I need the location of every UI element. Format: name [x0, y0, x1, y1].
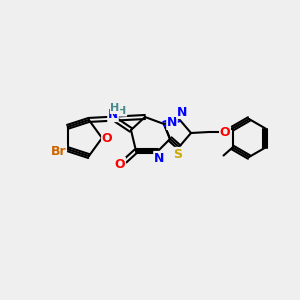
Text: O: O: [220, 125, 230, 139]
Text: S: S: [173, 148, 182, 160]
Text: N: N: [177, 106, 187, 118]
Text: H: H: [117, 106, 127, 116]
Text: N: N: [167, 116, 177, 130]
Text: O: O: [102, 131, 112, 145]
Text: H: H: [110, 103, 120, 113]
Text: N: N: [154, 152, 164, 164]
Text: N: N: [108, 109, 118, 122]
Text: O: O: [115, 158, 125, 170]
Text: Br: Br: [51, 145, 66, 158]
